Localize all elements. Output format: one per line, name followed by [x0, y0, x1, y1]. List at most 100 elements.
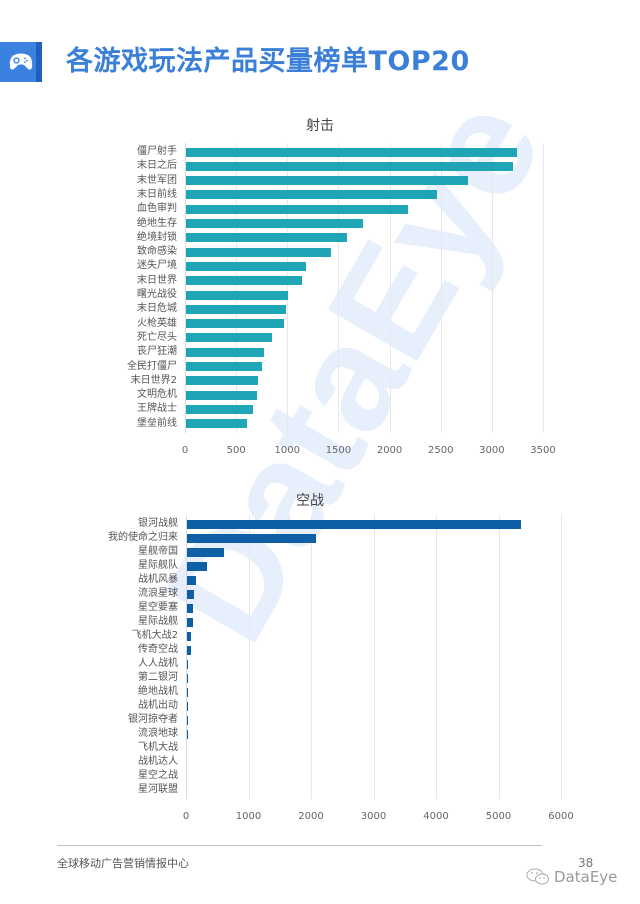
- bar-row: 星空之战: [138, 769, 561, 783]
- x-tick-label: 500: [226, 445, 246, 456]
- bar-row: 僵尸射手: [137, 145, 543, 159]
- bar-row: 全民打僵尸: [127, 360, 543, 374]
- category-label: 流浪星球: [138, 588, 178, 599]
- bar-row: 飞机大战2: [132, 629, 561, 643]
- bar-row: 星河联盟: [138, 783, 561, 797]
- category-label: 人人战机: [138, 658, 178, 669]
- shooting-chart: 射击 0 500 1000 1500 2000 2500 3000 3500 僵尸射手 末日之后末…: [0, 115, 640, 456]
- gridline: [561, 515, 562, 799]
- category-label: 星河联盟: [138, 784, 178, 795]
- footer-divider: [57, 845, 542, 846]
- brand-mark: DataEye: [526, 868, 617, 886]
- bar-row: 我的使命之归来: [108, 531, 561, 545]
- gridline: [338, 143, 340, 433]
- bar-row: 迷失尸境: [137, 259, 543, 273]
- category-label: 末世军团: [137, 174, 177, 186]
- page-title: 各游戏玩法产品买量榜单TOP20: [66, 46, 470, 77]
- category-label: 银河掠夺者: [128, 714, 178, 725]
- category-label: 王牌战士: [137, 403, 177, 415]
- plot-area: 银河战舰我的使命之归来 星舰帝国星际舰队 战机风暴流浪星球星空要塞 星际战舰飞机大战2…: [108, 515, 562, 799]
- bar: [186, 575, 196, 585]
- category-label: 全民打僵尸: [127, 360, 177, 372]
- bar: [185, 161, 513, 171]
- bar: [185, 404, 254, 414]
- bar-row: 银河掠夺者: [128, 713, 561, 727]
- x-tick-label: 5000: [485, 811, 512, 822]
- bar: [186, 519, 521, 529]
- bar: [186, 617, 193, 627]
- bar: [186, 561, 207, 571]
- x-tick-label: 3500: [530, 445, 556, 456]
- bar: [186, 589, 195, 599]
- x-tick-label: 3000: [360, 811, 387, 822]
- gridline: [373, 515, 375, 799]
- category-label: 第二银河: [138, 672, 178, 683]
- bar-row: 血色审判: [137, 202, 543, 216]
- category-label: 星舰帝国: [138, 546, 178, 557]
- category-label: 堡垒前线: [137, 417, 177, 429]
- x-tick-label: 0: [182, 811, 190, 822]
- bar: [185, 390, 258, 400]
- category-label: 末日前线: [137, 188, 177, 200]
- bar: [185, 304, 286, 314]
- bar-row: 堡垒前线: [137, 417, 543, 431]
- x-tick-label: 1000: [274, 445, 301, 456]
- bar-row: 末日之后: [137, 159, 543, 173]
- footer-org-text: 全球移动广告营销情报中心: [57, 857, 189, 870]
- bar-row: 末世军团: [137, 174, 543, 188]
- bar-row: 流浪地球: [138, 727, 561, 741]
- bar-row: 星空要塞: [138, 601, 561, 615]
- category-label: 血色审判: [137, 203, 177, 215]
- bar-row: 致命感染: [137, 245, 543, 259]
- gridline: [287, 143, 289, 433]
- bar-row: 战机达人: [138, 755, 561, 769]
- gridline: [236, 143, 238, 433]
- page-header: 各游戏玩法产品买量榜单TOP20: [0, 42, 640, 82]
- bar-row: 人人战机: [138, 657, 561, 671]
- x-tick-label: 0: [181, 445, 189, 456]
- bar: [185, 290, 288, 300]
- gridline: [311, 515, 312, 799]
- category-label: 致命感染: [137, 246, 177, 258]
- bar-row: 末日世界: [137, 274, 543, 288]
- gridline: [498, 515, 500, 799]
- category-label: 曙光战役: [137, 289, 177, 300]
- bar-row: 星际舰队: [138, 559, 561, 573]
- bar-row: 绝境封锁: [137, 231, 543, 245]
- bar: [186, 631, 192, 641]
- category-label: 战机风暴: [138, 574, 178, 585]
- category-label: 流浪地球: [138, 728, 178, 739]
- gridline: [248, 515, 250, 799]
- bar-row: 死亡尽头: [137, 331, 543, 345]
- bar-row: 绝地生存: [137, 217, 543, 231]
- category-label: 迷失尸境: [137, 260, 177, 272]
- bar-row: 曙光战役: [137, 288, 543, 302]
- chart-title: 射击: [306, 118, 334, 134]
- x-tick-label: 4000: [423, 811, 449, 822]
- gamepad-icon: [9, 53, 33, 70]
- bar-row: 末日前线: [137, 188, 543, 202]
- category-label: 飞机大战2: [131, 630, 178, 641]
- category-label: 银河战舰: [138, 518, 178, 529]
- category-label: 飞机大战: [138, 742, 178, 753]
- category-label: 末日之后: [137, 160, 177, 172]
- bar-row: 末日危城: [137, 302, 543, 316]
- category-label: 丧尸狂潮: [137, 346, 177, 358]
- bar: [185, 261, 307, 271]
- category-label: 僵尸射手: [137, 146, 177, 157]
- bar-row: 文明危机: [137, 388, 543, 402]
- bar: [185, 147, 517, 157]
- bar: [185, 333, 272, 343]
- bar: [185, 233, 348, 243]
- category-label: 绝地战机: [138, 686, 178, 697]
- bar-row: 末日世界2: [131, 374, 543, 388]
- category-label: 末日世界2: [130, 374, 177, 386]
- category-label: 星际战舰: [138, 616, 178, 627]
- chart-title: 空战: [296, 493, 324, 509]
- bar: [185, 190, 438, 200]
- category-label: 战机出动: [138, 700, 178, 711]
- bar: [185, 419, 247, 429]
- x-tick-label: 6000: [548, 811, 574, 822]
- wechat-icon: [526, 868, 549, 885]
- gridline: [436, 515, 437, 799]
